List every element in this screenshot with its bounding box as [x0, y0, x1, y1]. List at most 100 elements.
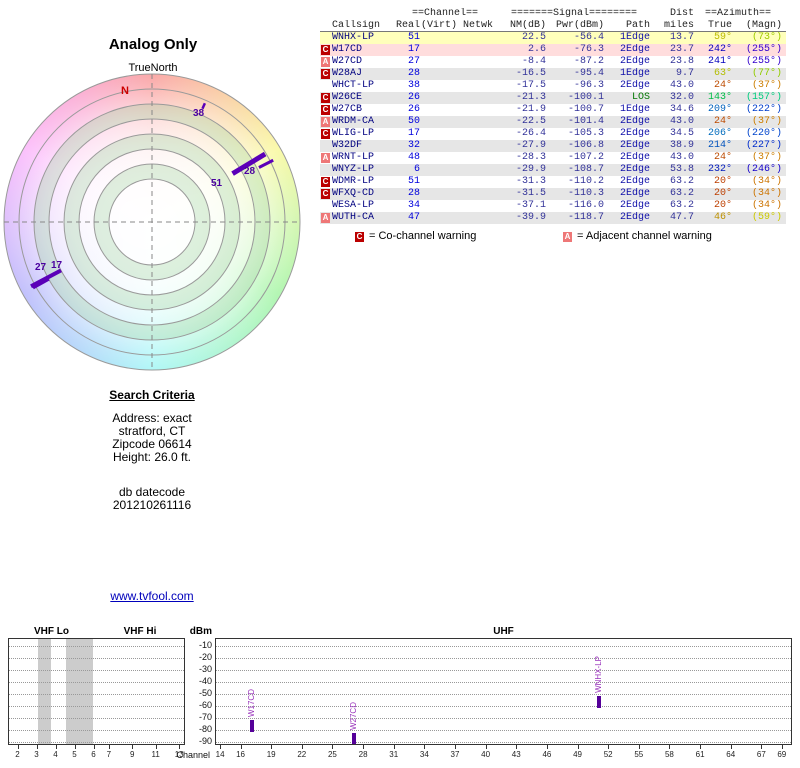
cell-azimuth-magnetic: (77°)	[751, 68, 782, 79]
vhf-panel	[8, 638, 185, 745]
cell-azimuth-true: 241°	[707, 56, 732, 67]
signal-bar-wnhx-lp	[596, 695, 601, 708]
cell-network	[458, 128, 498, 140]
cell-network	[458, 92, 498, 104]
xtick-label-19: 19	[266, 750, 276, 759]
header-spacer	[320, 8, 392, 20]
station-row-w28aj[interactable]: C W28AJ 28 -16.5 -95.4 1Edge 9.7 63° (77°)	[320, 68, 786, 80]
xtick-mark-9	[132, 745, 134, 749]
cell-callsign: WNYZ-LP	[332, 164, 375, 175]
cell-warning: C	[320, 68, 332, 80]
station-row-whct-lp[interactable]: WHCT-LP 38 -17.5 -96.3 2Edge 43.0 24° (37°)	[320, 80, 786, 92]
station-row-w17cd[interactable]: C W17CD 17 2.6 -76.3 2Edge 23.7 242° (255°)	[320, 44, 786, 56]
xtick-label-61: 61	[695, 750, 705, 759]
cell-warning: C	[320, 92, 332, 104]
station-row-w27cd[interactable]: A W27CD 27 -8.4 -87.2 2Edge 23.8 241° (255°)	[320, 56, 786, 68]
gridline--60	[9, 706, 184, 708]
cell-azimuth-magnetic: (157°)	[745, 92, 782, 103]
gridline--40	[9, 682, 184, 684]
cell-azimuth-magnetic: (227°)	[745, 140, 782, 151]
cell-channel-real: 26	[407, 104, 420, 115]
cell-nm-db: -8.4	[521, 56, 546, 67]
vhf-lo-label: VHF Lo	[34, 626, 69, 637]
cell-dist-miles: 63.2	[669, 176, 694, 187]
cell-network	[458, 44, 498, 56]
cell-callsign: W32DF	[332, 140, 363, 151]
cell-network	[458, 200, 498, 212]
station-table: ==Channel== =======Signal======== Dist ==Az…	[320, 8, 786, 224]
uhf-panel: W17CD W27CD WNHX-LP	[215, 638, 792, 745]
ytick--60: -60	[198, 700, 212, 711]
xtick-label-9: 9	[130, 750, 135, 759]
cell-warning: A	[320, 152, 332, 164]
tvfool-link[interactable]: www.tvfool.com	[110, 589, 194, 603]
xtick-mark-5	[74, 745, 76, 749]
xtick-mark-19	[271, 745, 273, 749]
radar-marker-label-ch51: 51	[211, 178, 223, 189]
header-nm: NM(dB)	[509, 20, 546, 31]
cell-channel-virt	[420, 68, 458, 80]
cell-network	[458, 32, 498, 44]
cell-azimuth-true: 214°	[707, 140, 732, 151]
station-row-w32df[interactable]: W32DF 32 -27.9 -106.8 2Edge 38.9 214° (227°)	[320, 140, 786, 152]
cell-dist-miles: 53.8	[669, 164, 694, 175]
vhf-gray-band-1	[66, 639, 93, 744]
header-magn: (Magn)	[745, 20, 782, 31]
header-azimuth-group: ==Azimuth==	[704, 8, 771, 19]
co-channel-warning-icon: C	[321, 177, 330, 187]
radar-station-markers: 38 51 28 27 17	[30, 102, 274, 290]
ytick--90: -90	[198, 736, 212, 747]
uhf-label: UHF	[493, 626, 514, 637]
cell-channel-virt	[420, 32, 458, 44]
gridline--90	[9, 742, 184, 744]
station-row-wfxq-cd[interactable]: C WFXQ-CD 28 -31.5 -110.3 2Edge 63.2 20° (34°)	[320, 188, 786, 200]
xtick-mark-4	[55, 745, 57, 749]
true-north-label: TrueNorth	[128, 62, 178, 74]
cell-path: 2Edge	[619, 116, 650, 127]
xtick-label-37: 37	[450, 750, 460, 759]
cell-dist-miles: 47.7	[669, 212, 694, 223]
cell-warning: A	[320, 116, 332, 128]
station-row-wdmr-lp[interactable]: C WDMR-LP 51 -31.3 -110.2 2Edge 63.2 20° (34°)	[320, 176, 786, 188]
cell-channel-virt	[420, 140, 458, 152]
search-zipcode: Zipcode 06614	[112, 437, 192, 451]
vhf-hi-label: VHF Hi	[123, 626, 157, 637]
cell-dist-miles: 32.0	[669, 92, 694, 103]
cell-channel-real: 27	[407, 56, 420, 67]
cell-dist-miles: 63.2	[669, 200, 694, 211]
radar-marker-ch28	[258, 158, 274, 169]
station-row-wrdm-ca[interactable]: A WRDM-CA 50 -22.5 -101.4 2Edge 43.0 24° (37°)	[320, 116, 786, 128]
header-true: True	[707, 20, 732, 31]
gridline--80	[9, 730, 184, 732]
station-row-wrnt-lp[interactable]: A WRNT-LP 48 -28.3 -107.2 2Edge 43.0 24° (37°)	[320, 152, 786, 164]
station-row-w26ce[interactable]: C W26CE 26 -21.3 -100.1 LOS 32.0 143° (157°)	[320, 92, 786, 104]
cell-path: 2Edge	[619, 200, 650, 211]
xtick-label-64: 64	[726, 750, 736, 759]
cell-callsign: WESA-LP	[332, 200, 375, 211]
cell-azimuth-magnetic: (246°)	[745, 164, 782, 175]
cell-dist-miles: 34.5	[669, 128, 694, 139]
gridline--70	[9, 718, 184, 720]
station-row-wesa-lp[interactable]: WESA-LP 34 -37.1 -116.0 2Edge 63.2 20° (34°)	[320, 200, 786, 212]
cell-channel-virt	[420, 176, 458, 188]
cell-network	[458, 140, 498, 152]
station-row-wnyz-lp[interactable]: WNYZ-LP 6 -29.9 -108.7 2Edge 53.8 232° (246°)	[320, 164, 786, 176]
cell-dist-miles: 23.7	[669, 44, 694, 55]
cell-channel-real: 38	[407, 80, 420, 91]
cell-pwr-dbm: -100.7	[567, 104, 604, 115]
cell-nm-db: 2.6	[527, 44, 546, 55]
station-row-wlig-lp[interactable]: C WLIG-LP 17 -26.4 -105.3 2Edge 34.5 206° (220°)	[320, 128, 786, 140]
co-channel-warning-icon: C	[321, 189, 330, 199]
cell-azimuth-true: 20°	[713, 176, 732, 187]
header-channel-group: ==Channel==	[411, 8, 478, 19]
cell-azimuth-magnetic: (255°)	[745, 44, 782, 55]
radar-marker-ch17	[30, 268, 62, 289]
radar-title: Analog Only	[108, 36, 198, 53]
station-row-wuth-ca[interactable]: A WUTH-CA 47 -39.9 -118.7 2Edge 47.7 46° (59°)	[320, 212, 786, 224]
xtick-label-14: 14	[215, 750, 225, 759]
cell-network	[458, 80, 498, 92]
station-row-wnhx-lp[interactable]: WNHX-LP 51 22.5 -56.4 1Edge 13.7 59° (73°)	[320, 32, 786, 44]
station-row-w27cb[interactable]: C W27CB 26 -21.9 -100.7 1Edge 34.6 209° (222°)	[320, 104, 786, 116]
cell-dist-miles: 43.0	[669, 80, 694, 91]
cell-network	[458, 164, 498, 176]
